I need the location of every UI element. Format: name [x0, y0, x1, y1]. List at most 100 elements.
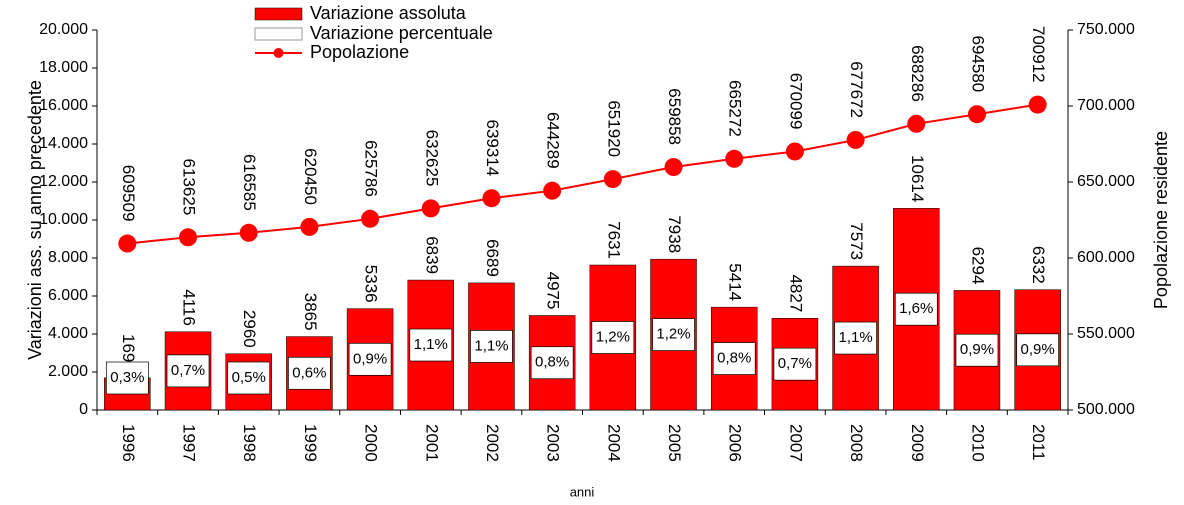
x-tick-label: 2008 [847, 424, 866, 462]
x-tick-label: 2011 [1029, 424, 1048, 461]
y2-tick-label: 600.000 [1077, 249, 1135, 266]
population-label: 632625 [422, 130, 441, 187]
percent-label: 1,2% [656, 326, 690, 343]
y-tick-label: 2.000 [48, 363, 88, 380]
y-tick-label: 0 [79, 401, 88, 418]
legend-label: Variazione percentuale [310, 23, 493, 43]
bar-value-label: 4827 [786, 274, 805, 312]
bar-value-label: 7631 [604, 221, 623, 259]
population-marker [118, 234, 137, 253]
bar-value-label: 2960 [240, 310, 259, 348]
population-label: 659858 [665, 88, 684, 145]
percent-box [834, 321, 877, 355]
percent-label: 1,2% [596, 328, 630, 345]
legend-label: Popolazione [310, 42, 409, 62]
percent-label: 0,7% [171, 362, 205, 379]
bar-value-label: 6689 [483, 239, 502, 277]
bar-value-label: 6294 [968, 247, 987, 285]
percent-box [955, 333, 999, 367]
population-label: 644289 [544, 112, 563, 169]
x-tick-label: 2006 [726, 424, 745, 462]
percent-box [1016, 333, 1060, 367]
population-marker [239, 223, 258, 242]
population-marker [967, 105, 986, 124]
percent-label: 0,8% [717, 350, 751, 367]
y-axis-label: Variazioni ass. su anno precedente [25, 80, 45, 360]
percent-label: 1,1% [474, 337, 508, 354]
bar-value-label: 4116 [180, 289, 199, 326]
population-label: 677672 [847, 61, 866, 118]
y-tick-label: 14.000 [39, 135, 88, 152]
x-tick-label: 2010 [968, 424, 987, 462]
y-tick-label: 12.000 [39, 173, 88, 190]
population-marker [179, 228, 198, 247]
population-label: 639314 [483, 120, 502, 177]
population-label: 651920 [604, 100, 623, 157]
bar-value-label: 3865 [301, 293, 320, 331]
x-tick-label: 1996 [119, 424, 138, 462]
y-tick-label: 20.000 [39, 21, 88, 38]
population-label: 700912 [1029, 26, 1048, 83]
percent-label: 1,1% [838, 329, 872, 346]
x-tick-label: 2002 [483, 424, 502, 462]
population-label: 620450 [301, 148, 320, 205]
percent-label: 0,9% [960, 341, 994, 358]
x-tick-label: 2005 [665, 424, 684, 462]
percent-label: 1,6% [899, 300, 933, 317]
percent-box [227, 361, 271, 395]
bar-value-label: 5414 [726, 263, 745, 301]
x-tick-label: 2007 [786, 424, 805, 462]
population-marker [421, 199, 440, 218]
bar-value-label: 7573 [847, 222, 866, 260]
percent-label: 0,7% [778, 355, 812, 372]
percent-box [288, 356, 331, 390]
x-tick-label: 1997 [180, 424, 199, 462]
x-tick-label: 2000 [362, 424, 381, 462]
percent-label: 0,9% [353, 350, 387, 367]
bar-value-label: 6332 [1029, 246, 1048, 284]
percent-label: 0,5% [232, 369, 266, 386]
percent-label: 1,1% [414, 336, 448, 353]
bar-value-label: 4975 [544, 272, 563, 310]
bar-value-label: 5336 [362, 265, 381, 303]
percent-box [652, 318, 695, 351]
y-tick-label: 6.000 [48, 287, 88, 304]
population-label: 670099 [786, 73, 805, 130]
x-tick-label: 2001 [422, 424, 441, 462]
x-tick-label: 2009 [908, 424, 927, 462]
population-marker [1028, 95, 1047, 114]
population-marker [846, 130, 865, 149]
bar-value-label: 6839 [422, 236, 441, 274]
legend-marker [273, 48, 284, 58]
population-label: 613625 [180, 159, 199, 216]
y-tick-label: 8.000 [48, 249, 88, 266]
percent-box [773, 347, 817, 381]
bar-value-label: 10614 [908, 155, 927, 202]
x-tick-label: 2003 [544, 424, 563, 462]
population-marker [907, 114, 926, 133]
y-tick-label: 4.000 [48, 325, 88, 342]
y2-tick-label: 500.000 [1077, 401, 1135, 418]
legend-swatch [254, 7, 303, 21]
percent-box [409, 328, 453, 362]
y-tick-label: 16.000 [39, 97, 88, 114]
x-axis-label: anni [570, 484, 595, 499]
population-line [127, 103, 1038, 245]
x-tick-label: 1998 [240, 424, 259, 462]
percent-label: 0,3% [110, 369, 144, 386]
y2-tick-label: 700.000 [1077, 97, 1135, 114]
population-label: 625786 [362, 140, 381, 197]
population-label: 694580 [968, 36, 987, 93]
y2-tick-label: 550.000 [1077, 325, 1135, 342]
y-tick-label: 10.000 [39, 211, 88, 228]
population-marker [664, 158, 683, 177]
y2-tick-label: 750.000 [1077, 21, 1135, 38]
population-marker [603, 170, 622, 189]
percent-box [470, 330, 513, 363]
population-marker [361, 209, 380, 228]
y2-axis-label: Popolazione residente [1151, 131, 1171, 309]
population-label: 665272 [726, 80, 745, 137]
percent-label: 0,9% [1021, 341, 1055, 358]
percent-box [591, 321, 635, 354]
